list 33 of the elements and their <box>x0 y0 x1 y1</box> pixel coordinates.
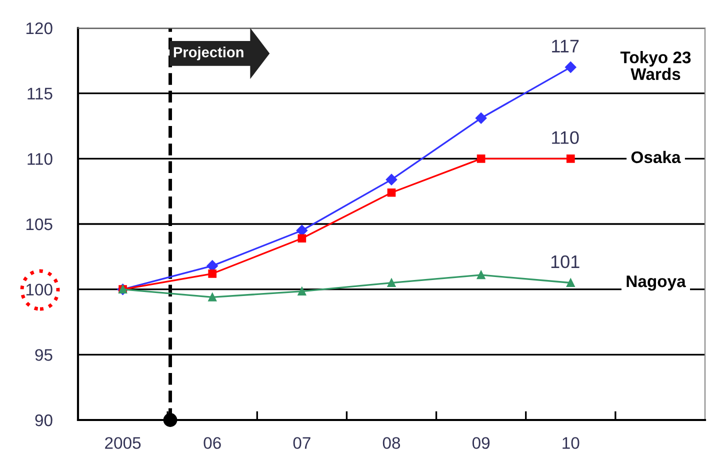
point <box>475 112 487 124</box>
point <box>387 278 396 287</box>
text: Osaka <box>631 150 681 164</box>
annotation: Projection <box>174 46 244 60</box>
y-tick-label: 100 <box>26 284 52 296</box>
point <box>566 278 575 287</box>
point <box>386 174 398 186</box>
text: Tokyo 23 Wards <box>620 51 691 80</box>
x-tick-label: 2005 <box>105 437 141 449</box>
point <box>565 62 576 73</box>
point <box>387 188 396 197</box>
x-tick-label: 07 <box>293 437 310 449</box>
text: Nagoya <box>626 276 686 291</box>
x-tick-label: 10 <box>562 437 580 449</box>
y-tick-label: 90 <box>35 414 52 426</box>
y-tick-label: 95 <box>35 349 52 361</box>
x-tick-label: 06 <box>204 437 221 449</box>
data-label: 110 <box>552 131 579 144</box>
point <box>208 269 217 278</box>
y-tick-label: 110 <box>28 153 52 165</box>
x-tick-label: 08 <box>382 437 400 449</box>
point <box>298 234 306 243</box>
point <box>566 154 575 163</box>
data-label: 101 <box>551 255 580 268</box>
data-label: 117 <box>552 40 579 52</box>
y-tick-label: 105 <box>26 218 52 230</box>
point <box>208 293 217 302</box>
y-tick-label: 120 <box>26 22 52 34</box>
y-tick-label: 115 <box>28 88 52 100</box>
x-tick-label: 09 <box>472 437 490 449</box>
point <box>476 154 486 163</box>
point <box>476 270 486 280</box>
point <box>298 287 306 296</box>
